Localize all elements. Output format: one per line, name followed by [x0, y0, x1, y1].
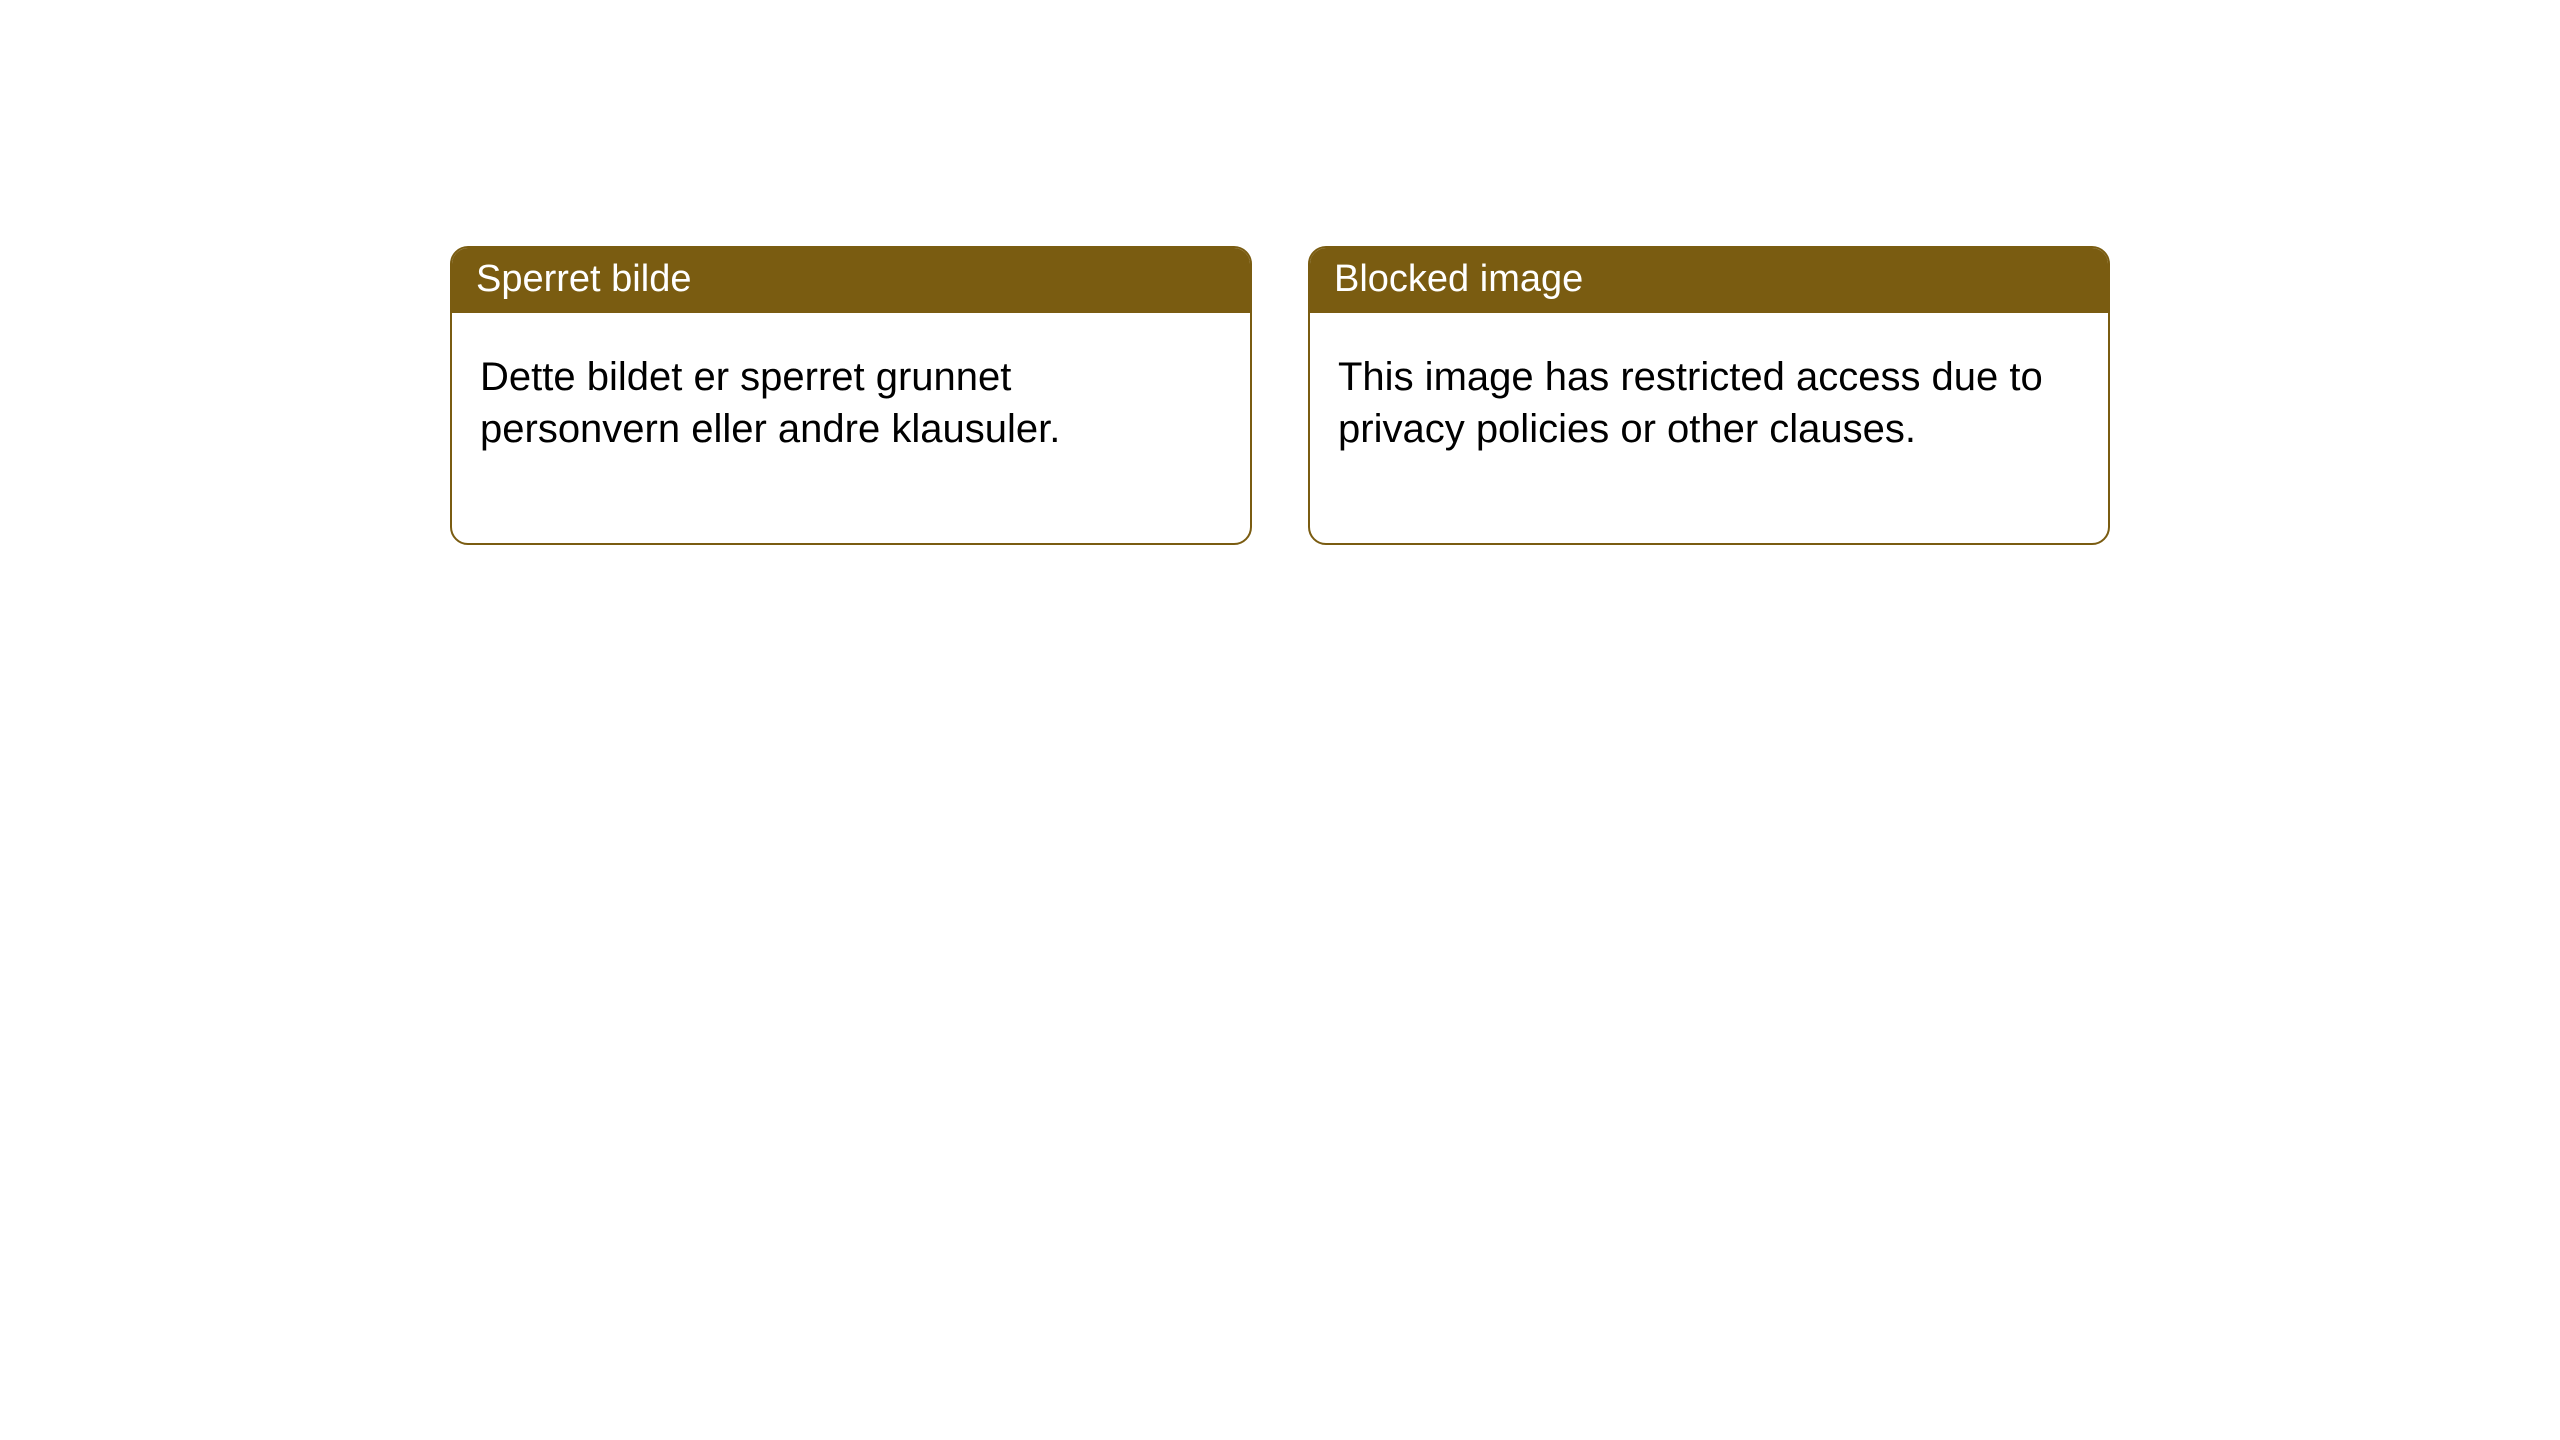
card-body: This image has restricted access due to …: [1310, 313, 2108, 543]
card-header: Sperret bilde: [452, 248, 1250, 313]
notice-card-norwegian: Sperret bilde Dette bildet er sperret gr…: [450, 246, 1252, 545]
card-body: Dette bildet er sperret grunnet personve…: [452, 313, 1250, 543]
card-header: Blocked image: [1310, 248, 2108, 313]
notice-cards-container: Sperret bilde Dette bildet er sperret gr…: [0, 0, 2560, 545]
notice-card-english: Blocked image This image has restricted …: [1308, 246, 2110, 545]
